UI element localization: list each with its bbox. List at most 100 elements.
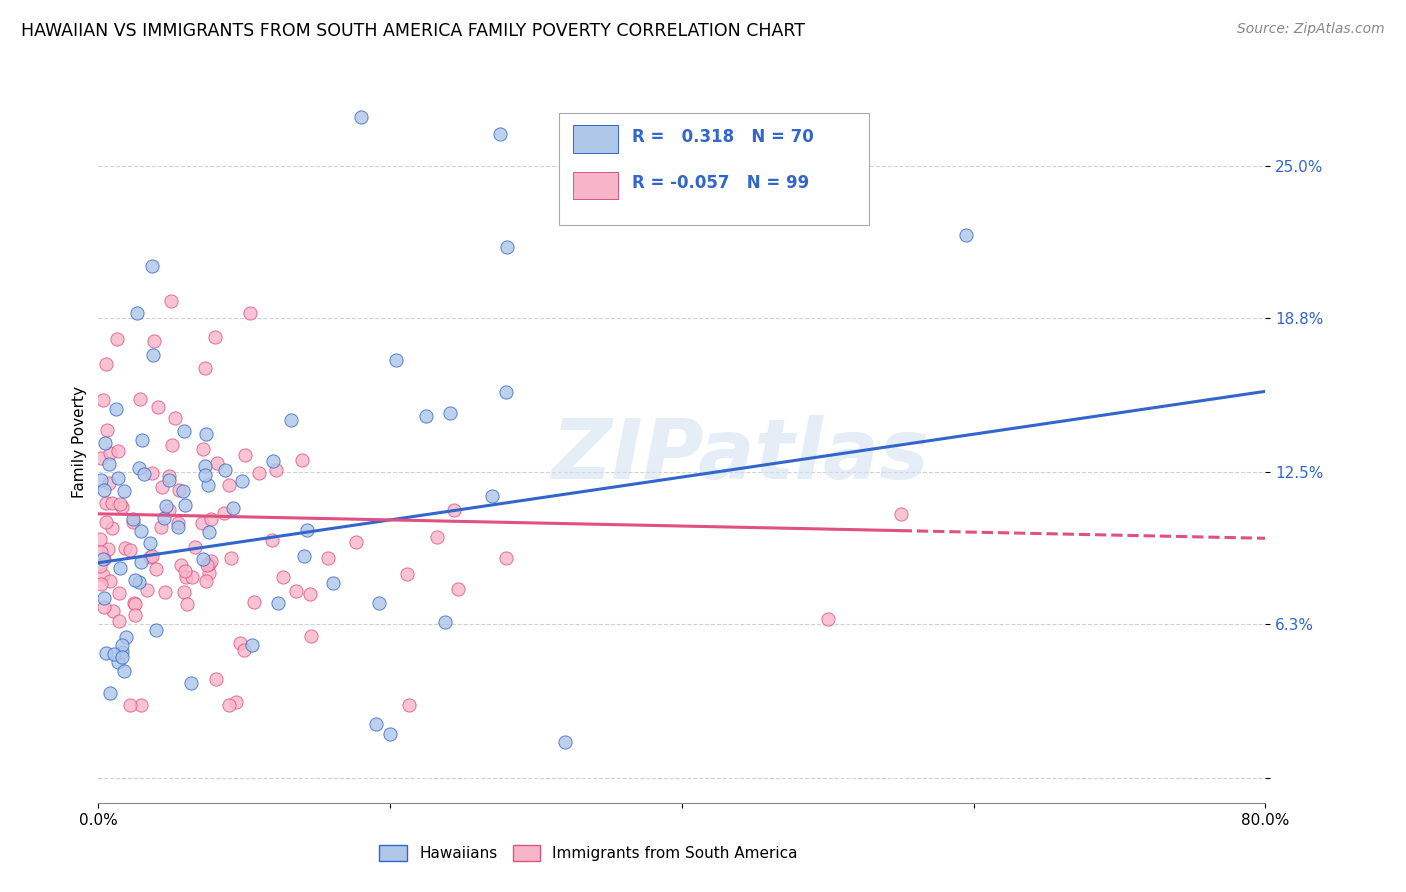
Point	[174, 498, 197, 512]
Legend: Hawaiians, Immigrants from South America: Hawaiians, Immigrants from South America	[373, 839, 804, 867]
Point	[103, 604, 125, 618]
Point	[90, 576, 112, 591]
Point	[229, 635, 252, 649]
Point	[143, 334, 166, 348]
Point	[134, 467, 156, 481]
Point	[316, 551, 339, 566]
Point	[93, 591, 115, 605]
Point	[299, 587, 322, 601]
Point	[160, 293, 183, 308]
Y-axis label: Family Poverty: Family Poverty	[72, 385, 87, 498]
Point	[93, 600, 115, 615]
Point	[191, 551, 214, 566]
Point	[222, 501, 245, 516]
Point	[142, 348, 165, 362]
Point	[364, 717, 387, 731]
Point	[496, 240, 519, 254]
Point	[122, 511, 145, 525]
Point	[124, 573, 146, 587]
Point	[225, 695, 247, 709]
Point	[205, 456, 228, 470]
Point	[198, 525, 221, 540]
Point	[299, 629, 322, 643]
Point	[101, 521, 124, 535]
Point	[111, 645, 134, 659]
FancyBboxPatch shape	[560, 112, 869, 225]
Point	[197, 557, 219, 571]
Point	[194, 427, 217, 442]
Point	[194, 574, 217, 589]
Point	[232, 643, 254, 657]
Point	[184, 540, 207, 554]
Point	[447, 582, 470, 596]
Point	[212, 507, 235, 521]
Point	[242, 595, 264, 609]
Point	[97, 542, 120, 557]
Point	[139, 549, 162, 564]
Point	[443, 502, 465, 516]
Point	[111, 500, 134, 514]
Point	[280, 413, 302, 427]
Text: ZIPatlas: ZIPatlas	[551, 416, 929, 497]
Point	[129, 524, 152, 539]
Point	[90, 450, 112, 465]
Point	[271, 569, 294, 583]
Point	[146, 401, 169, 415]
Point	[141, 549, 163, 564]
Point	[108, 497, 131, 511]
Point	[98, 446, 121, 460]
Point	[172, 483, 194, 498]
Point	[322, 575, 344, 590]
Point	[181, 570, 204, 584]
Point	[90, 545, 112, 559]
Point	[108, 586, 131, 600]
Point	[350, 110, 373, 124]
Point	[103, 648, 125, 662]
Point	[128, 461, 150, 475]
Point	[221, 550, 243, 565]
Point	[214, 463, 236, 477]
Point	[240, 638, 263, 652]
Point	[129, 392, 152, 407]
Point	[129, 555, 152, 569]
Point	[141, 260, 163, 274]
Point	[167, 519, 190, 533]
Point	[112, 664, 135, 678]
Point	[260, 533, 283, 547]
Point	[145, 623, 167, 637]
Point	[139, 535, 162, 549]
Point	[91, 568, 114, 582]
Text: HAWAIIAN VS IMMIGRANTS FROM SOUTH AMERICA FAMILY POVERTY CORRELATION CHART: HAWAIIAN VS IMMIGRANTS FROM SOUTH AMERIC…	[21, 22, 806, 40]
Point	[100, 686, 122, 700]
Point	[157, 469, 180, 483]
Point	[173, 564, 195, 578]
Point	[111, 650, 134, 665]
Point	[291, 453, 314, 467]
Point	[89, 558, 111, 573]
Point	[159, 473, 181, 487]
Point	[124, 607, 146, 622]
Point	[98, 457, 121, 471]
Point	[385, 352, 408, 367]
Point	[135, 582, 157, 597]
Point	[426, 530, 449, 544]
Point	[218, 477, 240, 491]
Point	[398, 698, 420, 712]
Point	[200, 554, 222, 568]
Point	[129, 698, 152, 712]
Text: Source: ZipAtlas.com: Source: ZipAtlas.com	[1237, 22, 1385, 37]
Point	[155, 585, 177, 599]
Point	[554, 734, 576, 748]
Point	[155, 499, 177, 513]
Point	[93, 393, 115, 408]
Point	[174, 570, 197, 584]
Point	[162, 438, 184, 452]
Point	[231, 474, 253, 488]
Point	[118, 542, 141, 557]
Point	[197, 477, 219, 491]
Point	[439, 406, 461, 420]
Point	[125, 306, 148, 320]
Point	[194, 361, 217, 376]
Point	[262, 454, 284, 468]
Point	[98, 574, 121, 589]
